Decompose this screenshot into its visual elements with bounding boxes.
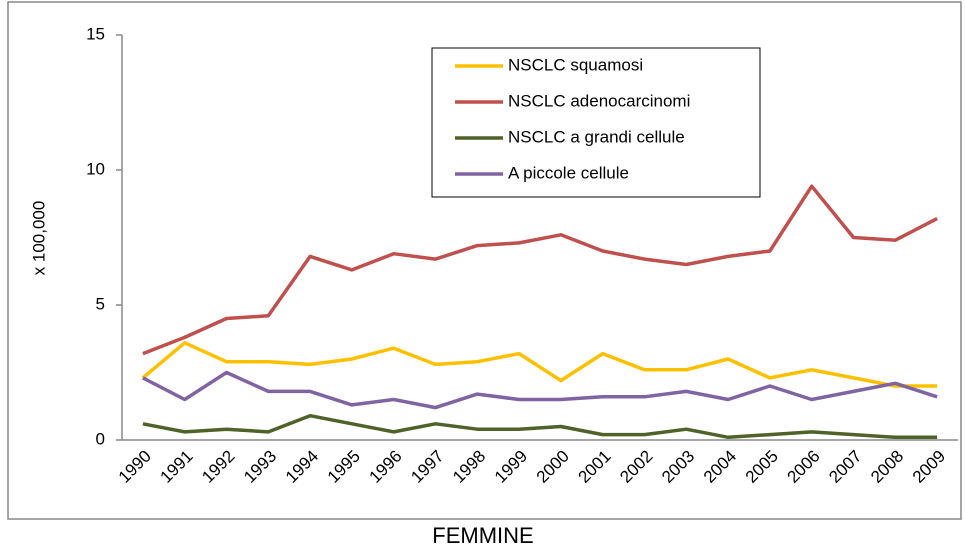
y-tick-label: 10	[86, 159, 105, 178]
x-tick-label: 2000	[533, 447, 573, 487]
x-tick-label: 2001	[575, 447, 615, 487]
series-line	[142, 184, 938, 356]
x-tick-label: 1997	[407, 447, 447, 487]
x-tick-label: 1995	[324, 447, 364, 487]
legend-label: A piccole cellule	[508, 163, 629, 182]
x-tick-label: 1999	[491, 447, 531, 487]
x-tick-label: 1993	[240, 447, 280, 487]
x-tick-label: 1998	[449, 447, 489, 487]
chart-frame	[7, 1, 962, 520]
legend-label: NSCLC a grandi cellule	[508, 127, 685, 146]
x-tick-label: 1992	[198, 447, 238, 487]
x-tick-label: 2002	[616, 447, 656, 487]
y-tick-label: 15	[86, 24, 105, 43]
legend-label: NSCLC squamosi	[508, 55, 643, 74]
legend-label: NSCLC adenocarcinomi	[508, 91, 690, 110]
series-line	[142, 370, 938, 410]
x-tick-label: 1994	[282, 447, 322, 487]
x-axis-label: FEMMINE	[432, 523, 533, 548]
x-tick-label: 2005	[742, 447, 782, 487]
series-line	[141, 341, 938, 388]
x-tick-label: 2006	[784, 447, 824, 487]
x-tick-label: 2007	[825, 447, 865, 487]
y-axis-label: x 100,000	[29, 201, 48, 276]
legend-box	[431, 47, 761, 198]
x-tick-label: 2009	[909, 447, 949, 487]
y-tick-label: 5	[96, 294, 105, 313]
x-tick-label: 1991	[157, 447, 197, 487]
x-tick-label: 2003	[658, 447, 698, 487]
y-tick-label: 0	[96, 429, 105, 448]
series-line	[142, 413, 938, 440]
x-tick-label: 2008	[867, 447, 907, 487]
x-tick-label: 2004	[700, 447, 740, 487]
x-tick-label: 1996	[366, 447, 406, 487]
x-tick-label: 1990	[115, 447, 155, 487]
